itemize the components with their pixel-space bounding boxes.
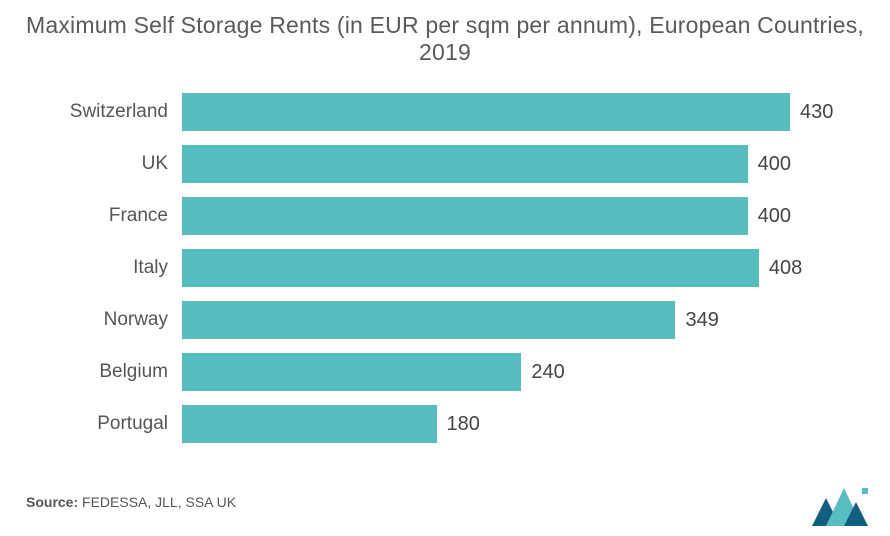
bar <box>182 353 521 391</box>
bar-track: 430 <box>182 88 833 136</box>
bar-track: 408 <box>182 244 822 292</box>
bar <box>182 301 675 339</box>
bar-track: 349 <box>182 296 822 344</box>
category-label: Belgium <box>12 361 182 383</box>
bar <box>182 145 748 183</box>
category-label: Italy <box>12 257 182 279</box>
bar <box>182 197 748 235</box>
bar <box>182 405 437 443</box>
category-label: Norway <box>12 309 182 331</box>
value-label: 408 <box>769 257 802 280</box>
chart-container: Maximum Self Storage Rents (in EUR per s… <box>0 0 890 536</box>
bar-row: Italy 408 <box>12 244 878 292</box>
bar <box>182 249 759 287</box>
bar-row: UK 400 <box>12 140 878 188</box>
bar-track: 400 <box>182 140 822 188</box>
bar-row: Belgium 240 <box>12 348 878 396</box>
source-text: FEDESSA, JLL, SSA UK <box>82 494 236 510</box>
value-label: 430 <box>800 101 833 124</box>
category-label: France <box>12 205 182 227</box>
value-label: 349 <box>685 309 718 332</box>
bar-track: 180 <box>182 400 822 448</box>
source-label: Source: <box>26 494 78 510</box>
category-label: Portugal <box>12 413 182 435</box>
category-label: UK <box>12 153 182 175</box>
value-label: 180 <box>447 413 480 436</box>
bar-row: Switzerland 430 <box>12 88 878 136</box>
bar-row: France 400 <box>12 192 878 240</box>
bar-row: Portugal 180 <box>12 400 878 448</box>
category-label: Switzerland <box>12 101 182 123</box>
bar <box>182 93 790 131</box>
bar-track: 240 <box>182 348 822 396</box>
value-label: 400 <box>758 205 791 228</box>
source-line: Source: FEDESSA, JLL, SSA UK <box>26 494 236 510</box>
mi-logo-icon <box>812 482 868 526</box>
value-label: 400 <box>758 153 791 176</box>
chart-title: Maximum Self Storage Rents (in EUR per s… <box>12 12 878 66</box>
value-label: 240 <box>531 361 564 384</box>
bar-row: Norway 349 <box>12 296 878 344</box>
bar-chart: Switzerland 430 UK 400 France 400 Italy 408 Norw… <box>12 88 878 448</box>
bar-track: 400 <box>182 192 822 240</box>
